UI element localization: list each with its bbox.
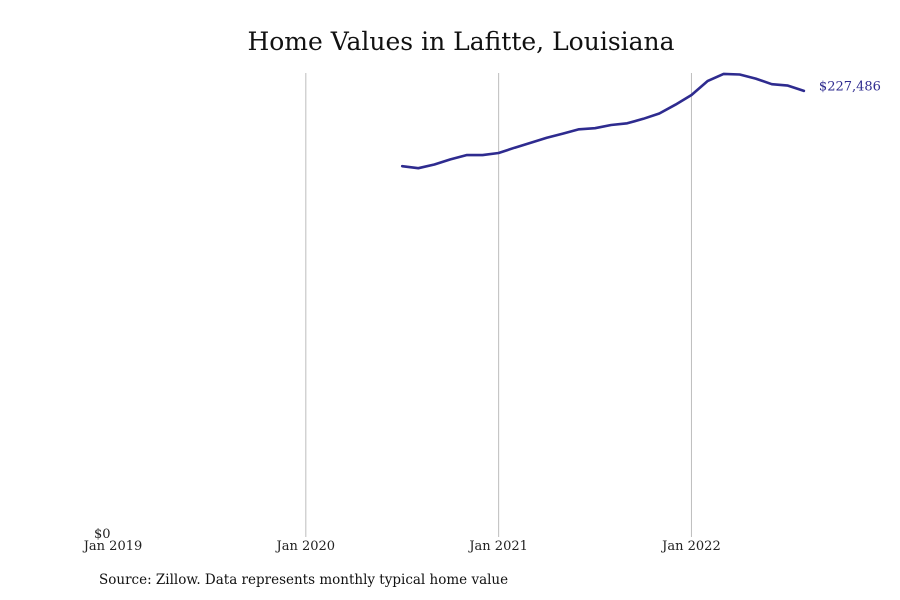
source-note: Source: Zillow. Data represents monthly … (99, 572, 509, 588)
end-value-label: $227,486 (819, 79, 881, 94)
y-axis-ticks: $0 (94, 527, 111, 542)
chart-title: Home Values in Lafitte, Louisiana (247, 27, 675, 56)
grid-lines (305, 73, 692, 537)
x-axis-ticks: Jan 2019 Jan 2020 Jan 2021 Jan 2022 (82, 539, 721, 554)
x-tick-label: Jan 2022 (660, 539, 721, 554)
x-tick-label: Jan 2021 (467, 539, 528, 554)
series-line (400, 72, 806, 170)
y-tick-label: $0 (94, 527, 111, 542)
x-tick-label: Jan 2020 (275, 539, 336, 554)
x-tick-label: Jan 2019 (82, 539, 143, 554)
